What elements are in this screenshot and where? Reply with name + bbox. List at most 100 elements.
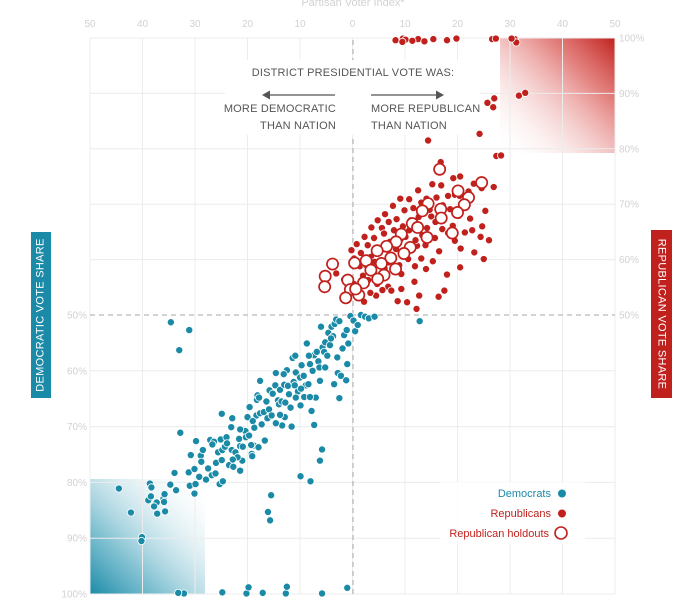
democrat-point <box>254 443 263 452</box>
democrat-point <box>192 437 201 446</box>
democrat-point <box>338 344 347 353</box>
republican-point <box>475 129 484 138</box>
direction-annotation: DISTRICT PRESIDENTIAL VOTE WAS: MORE DEM… <box>224 60 480 135</box>
democrat-point <box>310 420 319 429</box>
democrat-point <box>415 317 424 326</box>
democrat-point <box>202 475 211 484</box>
legend-label-republicans: Republicans <box>490 508 551 520</box>
left-y-tick-label: 50% <box>67 311 87 322</box>
republican-point <box>470 248 479 257</box>
democrat-point <box>176 428 185 437</box>
republican-point <box>332 269 341 278</box>
democrat-point <box>281 398 290 407</box>
republican-holdout-point <box>349 282 363 296</box>
republican-holdout-point <box>415 204 429 218</box>
x-tick-label: 30 <box>504 19 516 30</box>
republican-point <box>456 244 465 253</box>
x-tick-label: 20 <box>452 19 464 30</box>
democrat-point <box>161 507 170 516</box>
democrat-point <box>245 431 254 440</box>
republican-holdout-point <box>364 263 378 277</box>
legend-swatch-republicans <box>558 509 566 518</box>
republican-point <box>414 186 423 195</box>
republican-point <box>397 284 406 293</box>
democrat-point <box>262 397 271 406</box>
republican-point <box>444 191 453 200</box>
democrat-point <box>305 360 314 369</box>
republican-point <box>424 136 433 145</box>
democrat-point <box>198 446 207 455</box>
x-tick-label: 50 <box>609 19 621 30</box>
democrat-point <box>147 483 156 492</box>
democrat-point <box>281 589 290 598</box>
democrat-point <box>307 406 316 415</box>
democrat-point <box>228 414 237 423</box>
democrat-point <box>276 385 285 394</box>
democrat-point <box>353 321 362 330</box>
legend-swatch-democrats <box>558 489 566 498</box>
republican-point <box>391 36 400 45</box>
republican-point <box>440 286 449 295</box>
republican-point <box>412 304 421 313</box>
democrat-point <box>146 492 155 501</box>
republican-point <box>420 37 429 46</box>
democrat-point <box>291 393 300 402</box>
republican-holdout-point <box>374 257 388 270</box>
republican-point <box>442 270 451 279</box>
republican-holdout-point <box>384 251 398 265</box>
democrat-point <box>247 441 256 450</box>
republican-holdout-point <box>475 176 489 190</box>
republican-vote-share-label: REPUBLICAN VOTE SHARE <box>651 230 672 398</box>
democrat-point <box>174 588 183 597</box>
annotation-header: DISTRICT PRESIDENTIAL VOTE WAS: <box>252 67 455 79</box>
republican-point <box>398 37 407 46</box>
democrat-point <box>290 381 299 390</box>
democrat-point <box>255 393 264 402</box>
republican-point <box>442 36 451 45</box>
democrat-point <box>304 380 313 389</box>
republican-holdout-point <box>451 206 464 219</box>
republican-point <box>491 34 500 43</box>
republican-point <box>460 228 469 237</box>
right-y-tick-label: 50% <box>619 311 639 322</box>
republican-holdout-point <box>389 262 402 276</box>
right-y-tick-label: 100% <box>619 34 645 45</box>
democrat-point <box>299 371 308 380</box>
democrat-point <box>227 423 236 432</box>
democrat-point <box>248 452 257 461</box>
republican-point <box>421 265 430 274</box>
legend-label-republican-holdouts: Republican holdouts <box>449 528 549 540</box>
republican-point <box>434 292 443 301</box>
republican-point <box>435 247 444 256</box>
democrat-point <box>229 462 238 471</box>
left-arrow-head <box>262 90 270 100</box>
democrat-point <box>137 536 146 545</box>
republican-point <box>456 263 465 272</box>
democrat-point <box>297 361 306 370</box>
republican-point <box>476 232 485 241</box>
republican-point <box>521 88 530 97</box>
republican-point <box>452 34 461 43</box>
democrat-point <box>166 480 175 489</box>
democrat-point <box>197 457 206 466</box>
republican-holdout-point <box>318 280 332 294</box>
democrat-point <box>218 588 227 597</box>
republican-point <box>438 225 447 234</box>
democrat-point <box>282 582 291 591</box>
x-tick-label: 10 <box>399 19 411 30</box>
democrat-point <box>248 417 257 426</box>
democrat-point <box>170 468 179 477</box>
democrat-point <box>330 380 339 389</box>
republican-point <box>360 232 369 241</box>
republican-point <box>507 34 516 43</box>
democrat-point <box>321 363 330 372</box>
republican-point <box>415 291 424 300</box>
more-democratic-label: MORE DEMOCRATIC <box>224 103 336 115</box>
republican-holdout-point <box>397 247 411 260</box>
left-y-tick-label: 80% <box>67 478 87 489</box>
republican-point <box>483 98 492 107</box>
republican-point <box>388 201 397 210</box>
republican-point <box>468 226 477 235</box>
democrat-point <box>218 477 227 486</box>
